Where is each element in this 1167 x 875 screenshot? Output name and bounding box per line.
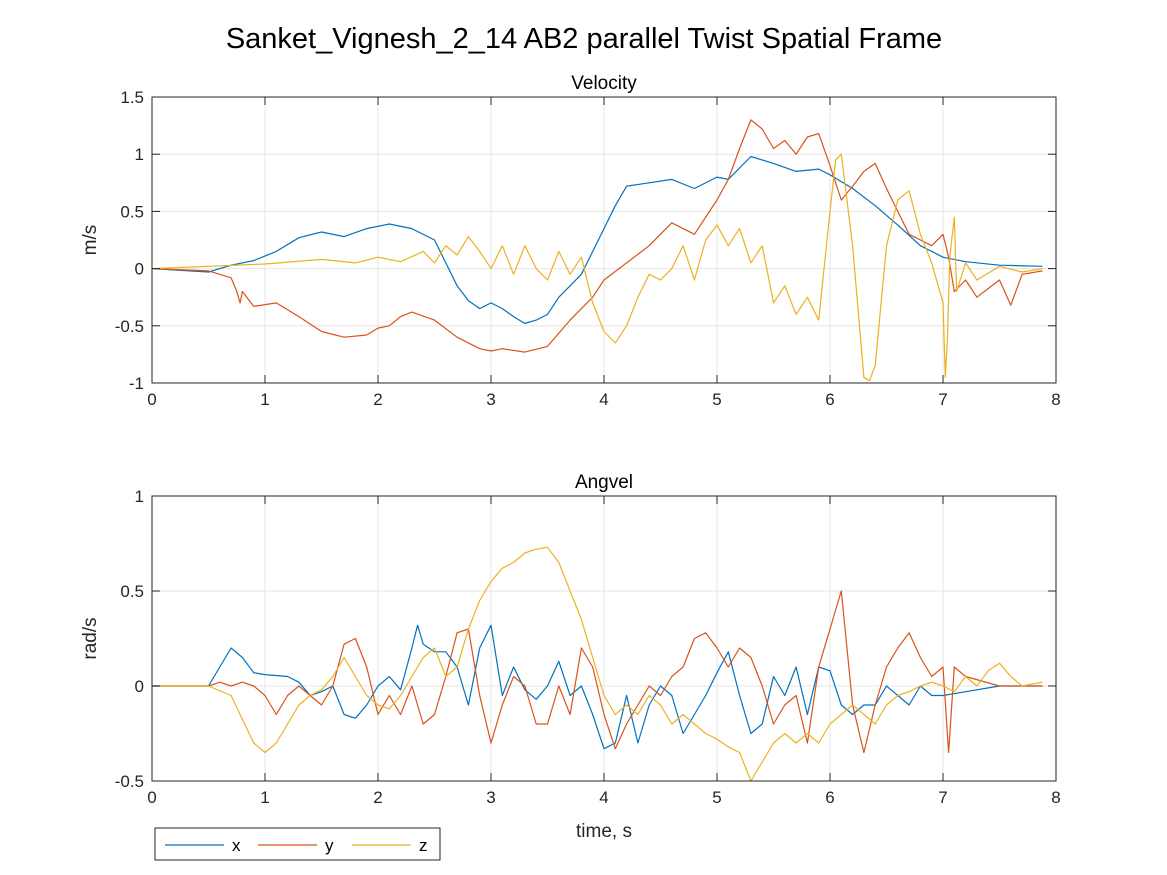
- angvel-y-tick-label: 0: [135, 677, 144, 696]
- legend: x y z: [154, 827, 441, 861]
- velocity-x-tick-label: 0: [147, 390, 156, 409]
- velocity-x-tick-label: 5: [712, 390, 721, 409]
- angvel-x-tick-label: 3: [486, 788, 495, 807]
- legend-label-x: x: [232, 836, 241, 855]
- velocity-y-axis-label: m/s: [80, 225, 101, 256]
- angvel-y-axis-label: rad/s: [80, 617, 101, 659]
- angvel-x-tick-label: 4: [599, 788, 608, 807]
- velocity-y-tick-label: 0.5: [120, 202, 144, 221]
- velocity-series-y-line: [152, 119, 1043, 353]
- velocity-x-tick-label: 4: [599, 390, 608, 409]
- angvel-x-tick-label: 1: [260, 788, 269, 807]
- angvel-x-tick-label: 0: [147, 788, 156, 807]
- figure-title: Sanket_Vignesh_2_14 AB2 parallel Twist S…: [226, 23, 942, 55]
- angvel-y-tick-label: 0.5: [120, 582, 144, 601]
- angvel-x-axis-label: time, s: [576, 821, 632, 842]
- velocity-y-tick-label: -1: [129, 374, 144, 393]
- angvel-y-tick-label: 1: [135, 487, 144, 506]
- velocity-y-tick-label: 1: [135, 145, 144, 164]
- velocity-x-tick-label: 1: [260, 390, 269, 409]
- velocity-x-tick-label: 6: [825, 390, 834, 409]
- angvel-x-tick-label: 2: [373, 788, 382, 807]
- angvel-series-z-line: [152, 546, 1043, 781]
- velocity-x-tick-label: 3: [486, 390, 495, 409]
- velocity-x-tick-label: 8: [1051, 390, 1060, 409]
- velocity-subplot: 0 1 2 3 4 5 6 7 8 -1 -0.5 0 0.5 1 1.5 Velocity m/s: [80, 73, 1061, 409]
- angvel-y-tick-label: -0.5: [115, 772, 144, 791]
- velocity-y-tick-label: -0.5: [115, 317, 144, 336]
- angvel-x-tick-label: 5: [712, 788, 721, 807]
- angvel-title: Angvel: [575, 472, 633, 493]
- angvel-series-y-line: [152, 590, 1043, 754]
- velocity-title: Velocity: [571, 73, 637, 94]
- velocity-y-tick-label: 0: [135, 260, 144, 279]
- legend-label-y: y: [325, 836, 334, 855]
- angvel-x-tick-label: 8: [1051, 788, 1060, 807]
- legend-box: [154, 827, 441, 861]
- legend-label-z: z: [419, 836, 428, 855]
- angvel-x-tick-label: 6: [825, 788, 834, 807]
- velocity-x-tick-label: 7: [938, 390, 947, 409]
- velocity-x-tick-label: 2: [373, 390, 382, 409]
- angvel-x-tick-label: 7: [938, 788, 947, 807]
- velocity-y-tick-label: 1.5: [120, 88, 144, 107]
- velocity-series-z-line: [152, 153, 1043, 382]
